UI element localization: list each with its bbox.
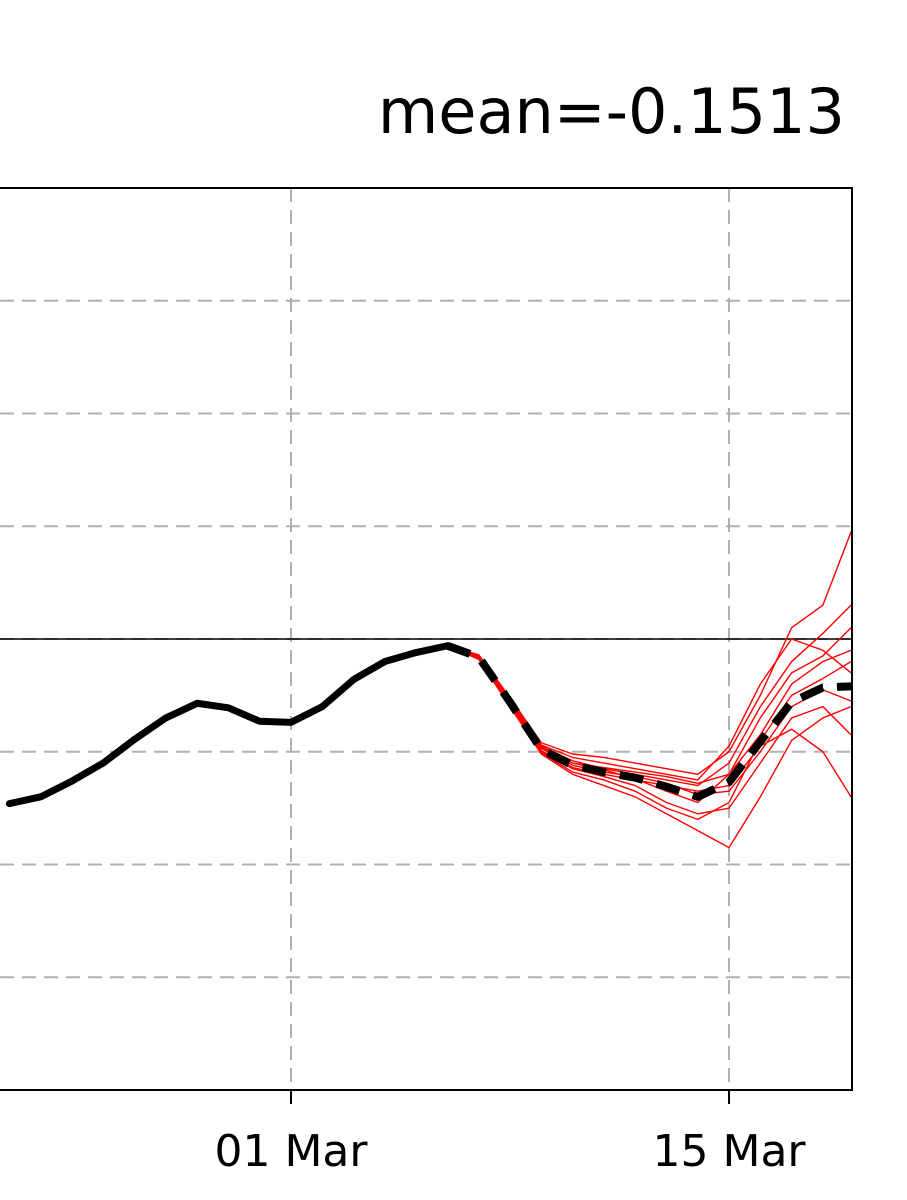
plot-area	[5, 531, 852, 849]
chart-title: mean=-0.1513	[378, 75, 845, 148]
plot-frame	[0, 187, 853, 1091]
x-tick-label: 15 Mar	[653, 1126, 807, 1177]
forecast-mean-line	[446, 641, 852, 801]
grid	[0, 188, 852, 1090]
observed-line	[5, 642, 451, 808]
x-tick-label: 01 Mar	[214, 1126, 368, 1177]
x-axis: 01 Mar 15 Mar	[214, 1090, 806, 1177]
